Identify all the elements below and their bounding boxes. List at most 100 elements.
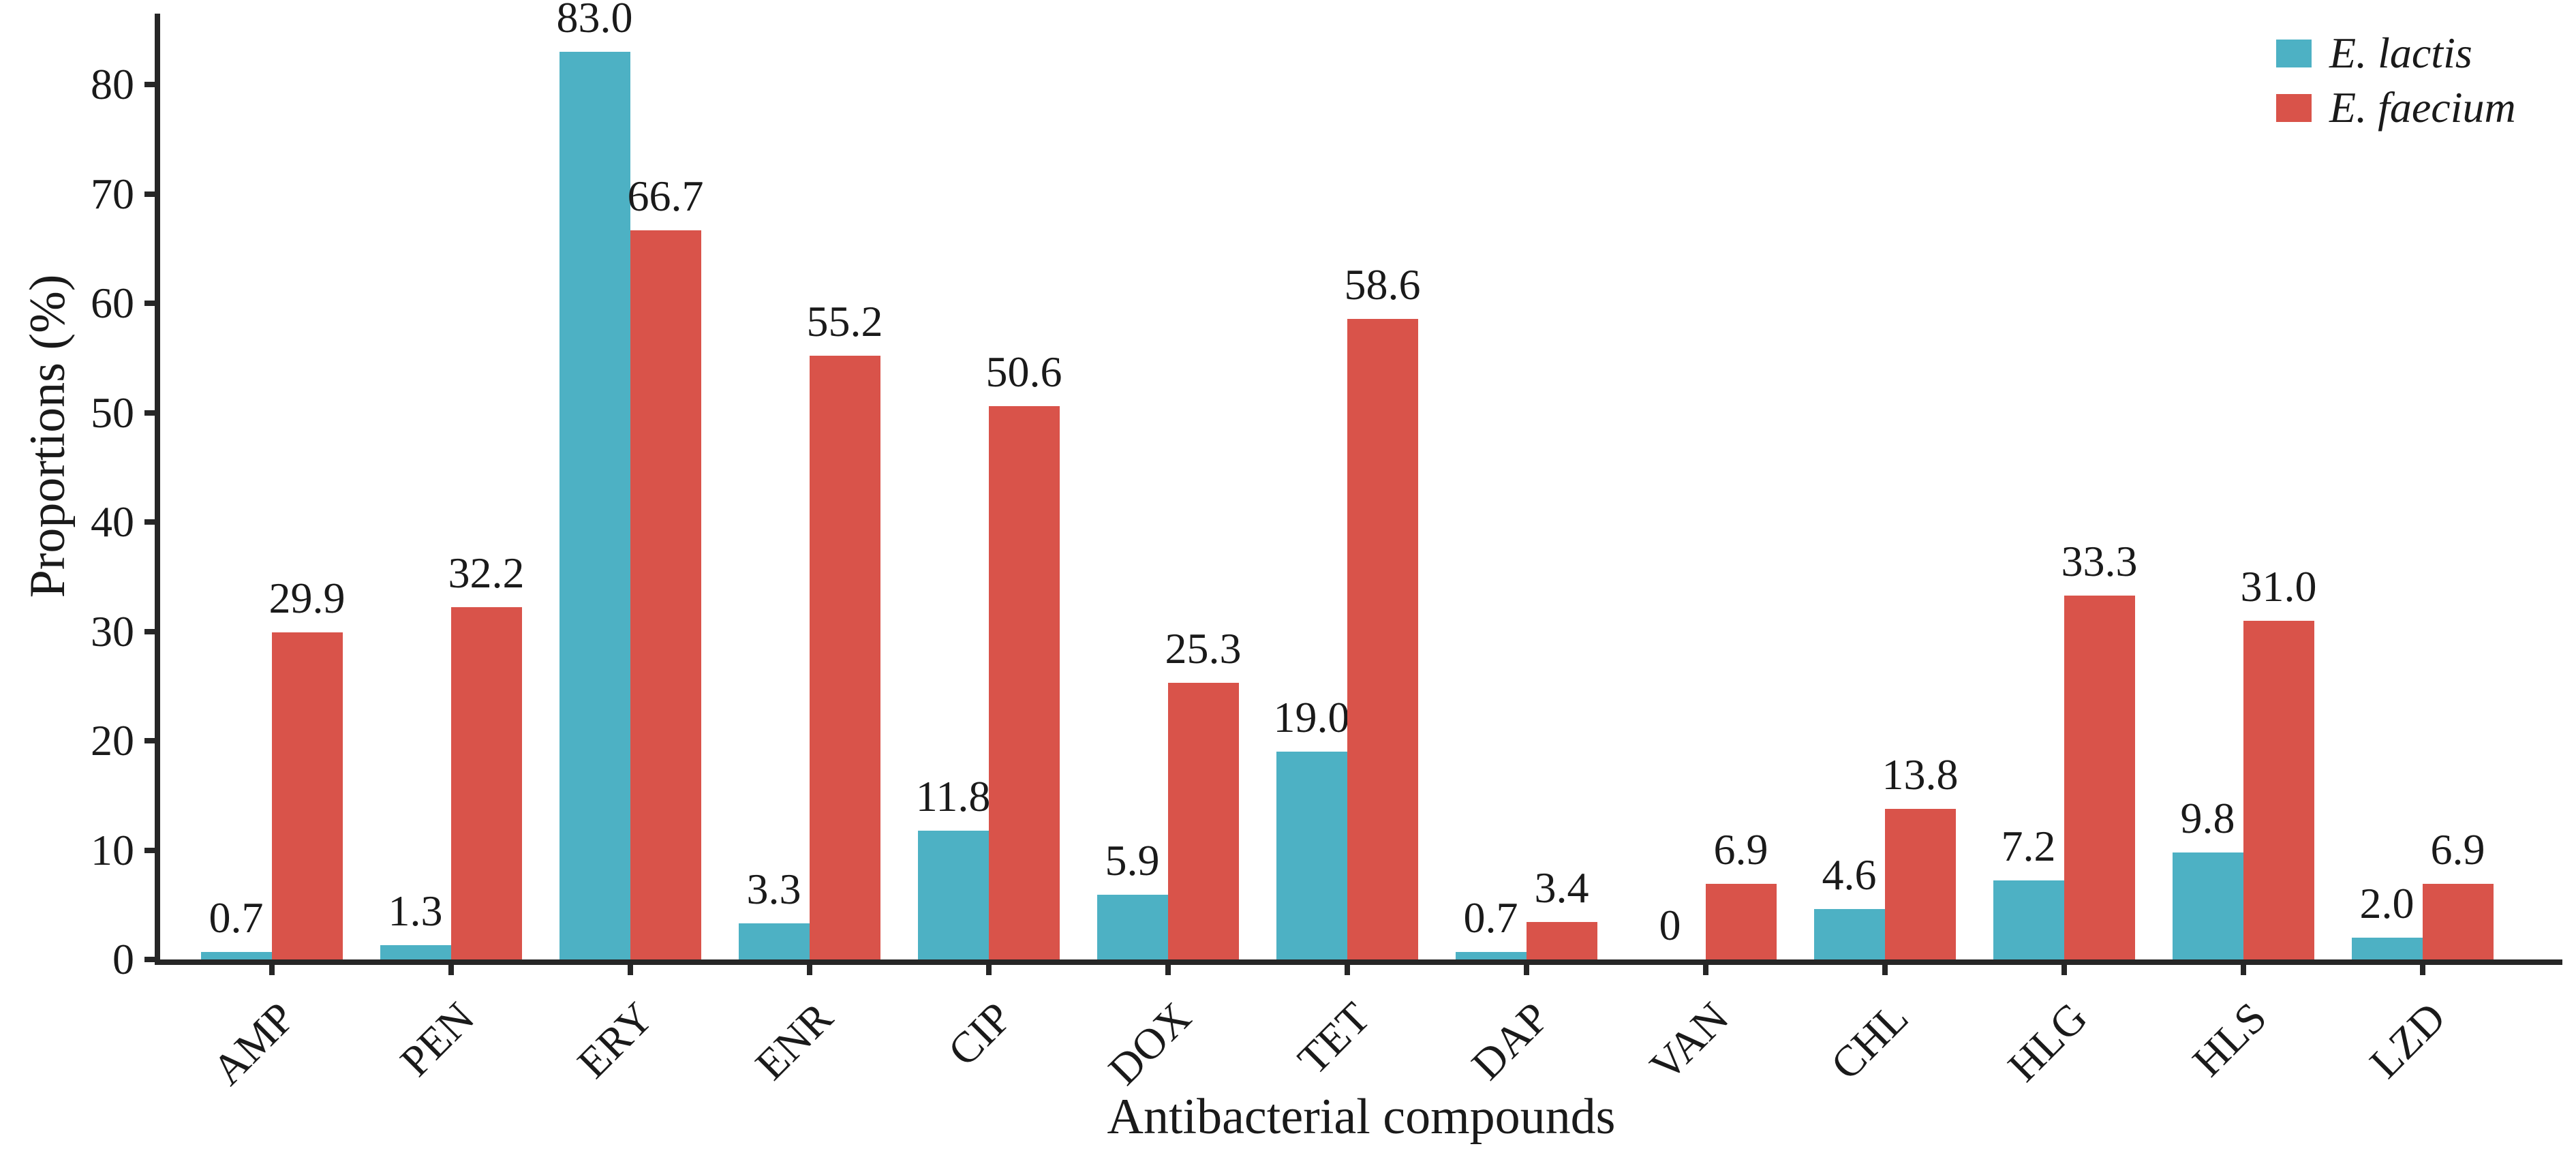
y-tick-label: 50 — [91, 388, 134, 437]
bar-e-lactis-chl: 4.6 — [1813, 853, 1885, 959]
value-label: 25.3 — [1165, 624, 1242, 673]
y-tick — [144, 847, 155, 853]
y-tick — [144, 191, 155, 197]
bar-pair: 0.7 3.4 — [1455, 866, 1597, 959]
y-tick-label: 70 — [91, 169, 134, 218]
bar-group-chl: 4.6 13.8 CHL — [1795, 14, 1974, 1089]
bar-group-enr: 3.3 55.2 ENR — [720, 14, 899, 1089]
value-label: 0.7 — [1463, 893, 1518, 942]
y-axis-title: Proportions (%) — [20, 274, 76, 598]
x-tick — [1523, 965, 1529, 975]
value-label: 6.9 — [1713, 825, 1768, 874]
value-label: 3.4 — [1534, 863, 1589, 912]
bar-group-tet: 19.0 58.6 TET — [1257, 14, 1437, 1083]
category-label-cip: CIP — [938, 993, 1021, 1075]
bar-pair: 3.3 55.2 — [738, 300, 883, 959]
y-tick-label: 40 — [91, 497, 134, 547]
category-label-hlg: HLG — [1998, 993, 2096, 1091]
value-label: 6.9 — [2430, 825, 2485, 874]
legend-label: E. faecium — [2329, 83, 2516, 132]
bar-pair: 83.0 66.7 — [557, 0, 704, 959]
x-tick — [2419, 965, 2425, 975]
value-label: 4.6 — [1822, 850, 1877, 900]
x-axis-title: Antibacterial compounds — [1107, 1089, 1616, 1145]
bar-e-lactis-lzd: 2.0 — [2351, 881, 2423, 959]
value-label: 0.7 — [209, 893, 264, 942]
bar-group-lzd: 2.0 6.9 LZD — [2333, 14, 2512, 1087]
x-tick — [448, 965, 454, 975]
legend-swatch — [2276, 39, 2312, 67]
x-tick — [627, 965, 633, 975]
bar-pair: 4.6 13.8 — [1813, 752, 1959, 959]
bar-e-faecium-amp: 29.9 — [269, 576, 346, 959]
bar-e-faecium-enr: 55.2 — [807, 300, 883, 959]
value-label: 29.9 — [269, 574, 346, 623]
value-label: 83.0 — [556, 0, 633, 42]
x-tick — [806, 965, 812, 975]
legend-item: E. faecium — [2276, 80, 2516, 135]
y-tick — [144, 628, 155, 634]
legend: E. lactis E. faecium — [2276, 26, 2516, 135]
bar-e-lactis-cip: 11.8 — [916, 774, 990, 959]
value-label: 11.8 — [915, 771, 991, 820]
bar-e-lactis-dox: 5.9 — [1097, 839, 1168, 959]
value-label: 5.9 — [1105, 836, 1160, 885]
bar-group-dox: 5.9 25.3 DOX — [1078, 14, 1257, 1094]
y-tick — [144, 738, 155, 744]
bar-pair: 19.0 58.6 — [1274, 262, 1421, 959]
y-tick — [144, 82, 155, 88]
bar-e-faecium-cip: 50.6 — [986, 350, 1062, 959]
value-label: 66.7 — [627, 171, 704, 220]
legend-item: E. lactis — [2276, 26, 2516, 80]
bar-pair: 7.2 33.3 — [1993, 539, 2138, 959]
bar-e-faecium-pen: 32.2 — [448, 551, 525, 959]
value-label: 13.8 — [1882, 750, 1959, 799]
value-label: 3.3 — [746, 865, 801, 914]
bar-e-lactis-dap: 0.7 — [1455, 895, 1527, 959]
bar-pair: 11.8 50.6 — [916, 350, 1062, 959]
bar-e-faecium-ery: 66.7 — [628, 174, 704, 959]
plot-area: 0 10 20 30 40 50 60 70 80 0.7 29.9 AMP 1.3 32.2 PEN 83… — [91, 0, 2562, 1094]
x-tick — [985, 965, 992, 975]
category-label-dox: DOX — [1099, 993, 1200, 1094]
y-tick — [144, 301, 155, 307]
value-label: 50.6 — [985, 348, 1062, 397]
value-label: 55.2 — [806, 297, 883, 346]
y-tick-label: 20 — [91, 716, 134, 765]
value-label: 9.8 — [2180, 793, 2235, 842]
bar-e-lactis-enr: 3.3 — [738, 867, 810, 959]
bar-group-van: 0 6.9 VAN — [1616, 14, 1795, 1090]
x-tick — [1882, 965, 1888, 975]
x-tick — [1344, 965, 1350, 975]
bar-group-amp: 0.7 29.9 AMP — [182, 14, 361, 1094]
legend-swatch — [2276, 93, 2312, 122]
bar-pair: 0 6.9 — [1635, 828, 1777, 959]
category-label-chl: CHL — [1821, 993, 1917, 1089]
bar-e-faecium-dox: 25.3 — [1165, 627, 1242, 959]
bar-group-dap: 0.7 3.4 DAP — [1437, 14, 1616, 1089]
bar-pair: 2.0 6.9 — [2351, 828, 2494, 959]
value-label: 7.2 — [2001, 822, 2056, 871]
bar-e-lactis-hlg: 7.2 — [1993, 825, 2064, 959]
bar-e-faecium-hlg: 33.3 — [2061, 539, 2138, 959]
bar-e-lactis-hls: 9.8 — [2172, 796, 2243, 959]
bar-e-lactis-pen: 1.3 — [380, 889, 451, 959]
bar-pair: 9.8 31.0 — [2172, 564, 2317, 959]
value-label: 1.3 — [388, 887, 443, 936]
category-label-dap: DAP — [1462, 993, 1559, 1089]
y-tick-label: 60 — [91, 279, 134, 328]
category-label-hls: HLS — [2183, 993, 2275, 1086]
category-label-lzd: LZD — [2360, 993, 2455, 1088]
bar-group-pen: 1.3 32.2 PEN — [361, 14, 540, 1086]
bar-group-hls: 9.8 31.0 HLS — [2153, 14, 2333, 1086]
value-label: 2.0 — [2359, 878, 2414, 927]
legend-label: E. lactis — [2329, 29, 2472, 77]
bar-e-lactis-amp: 0.7 — [200, 895, 272, 959]
bar-pair: 1.3 32.2 — [380, 551, 525, 959]
category-label-tet: TET — [1288, 993, 1379, 1084]
y-tick — [144, 957, 155, 962]
y-tick-label: 80 — [91, 60, 134, 109]
value-label: 31.0 — [2240, 562, 2317, 611]
x-tick — [2240, 965, 2246, 975]
